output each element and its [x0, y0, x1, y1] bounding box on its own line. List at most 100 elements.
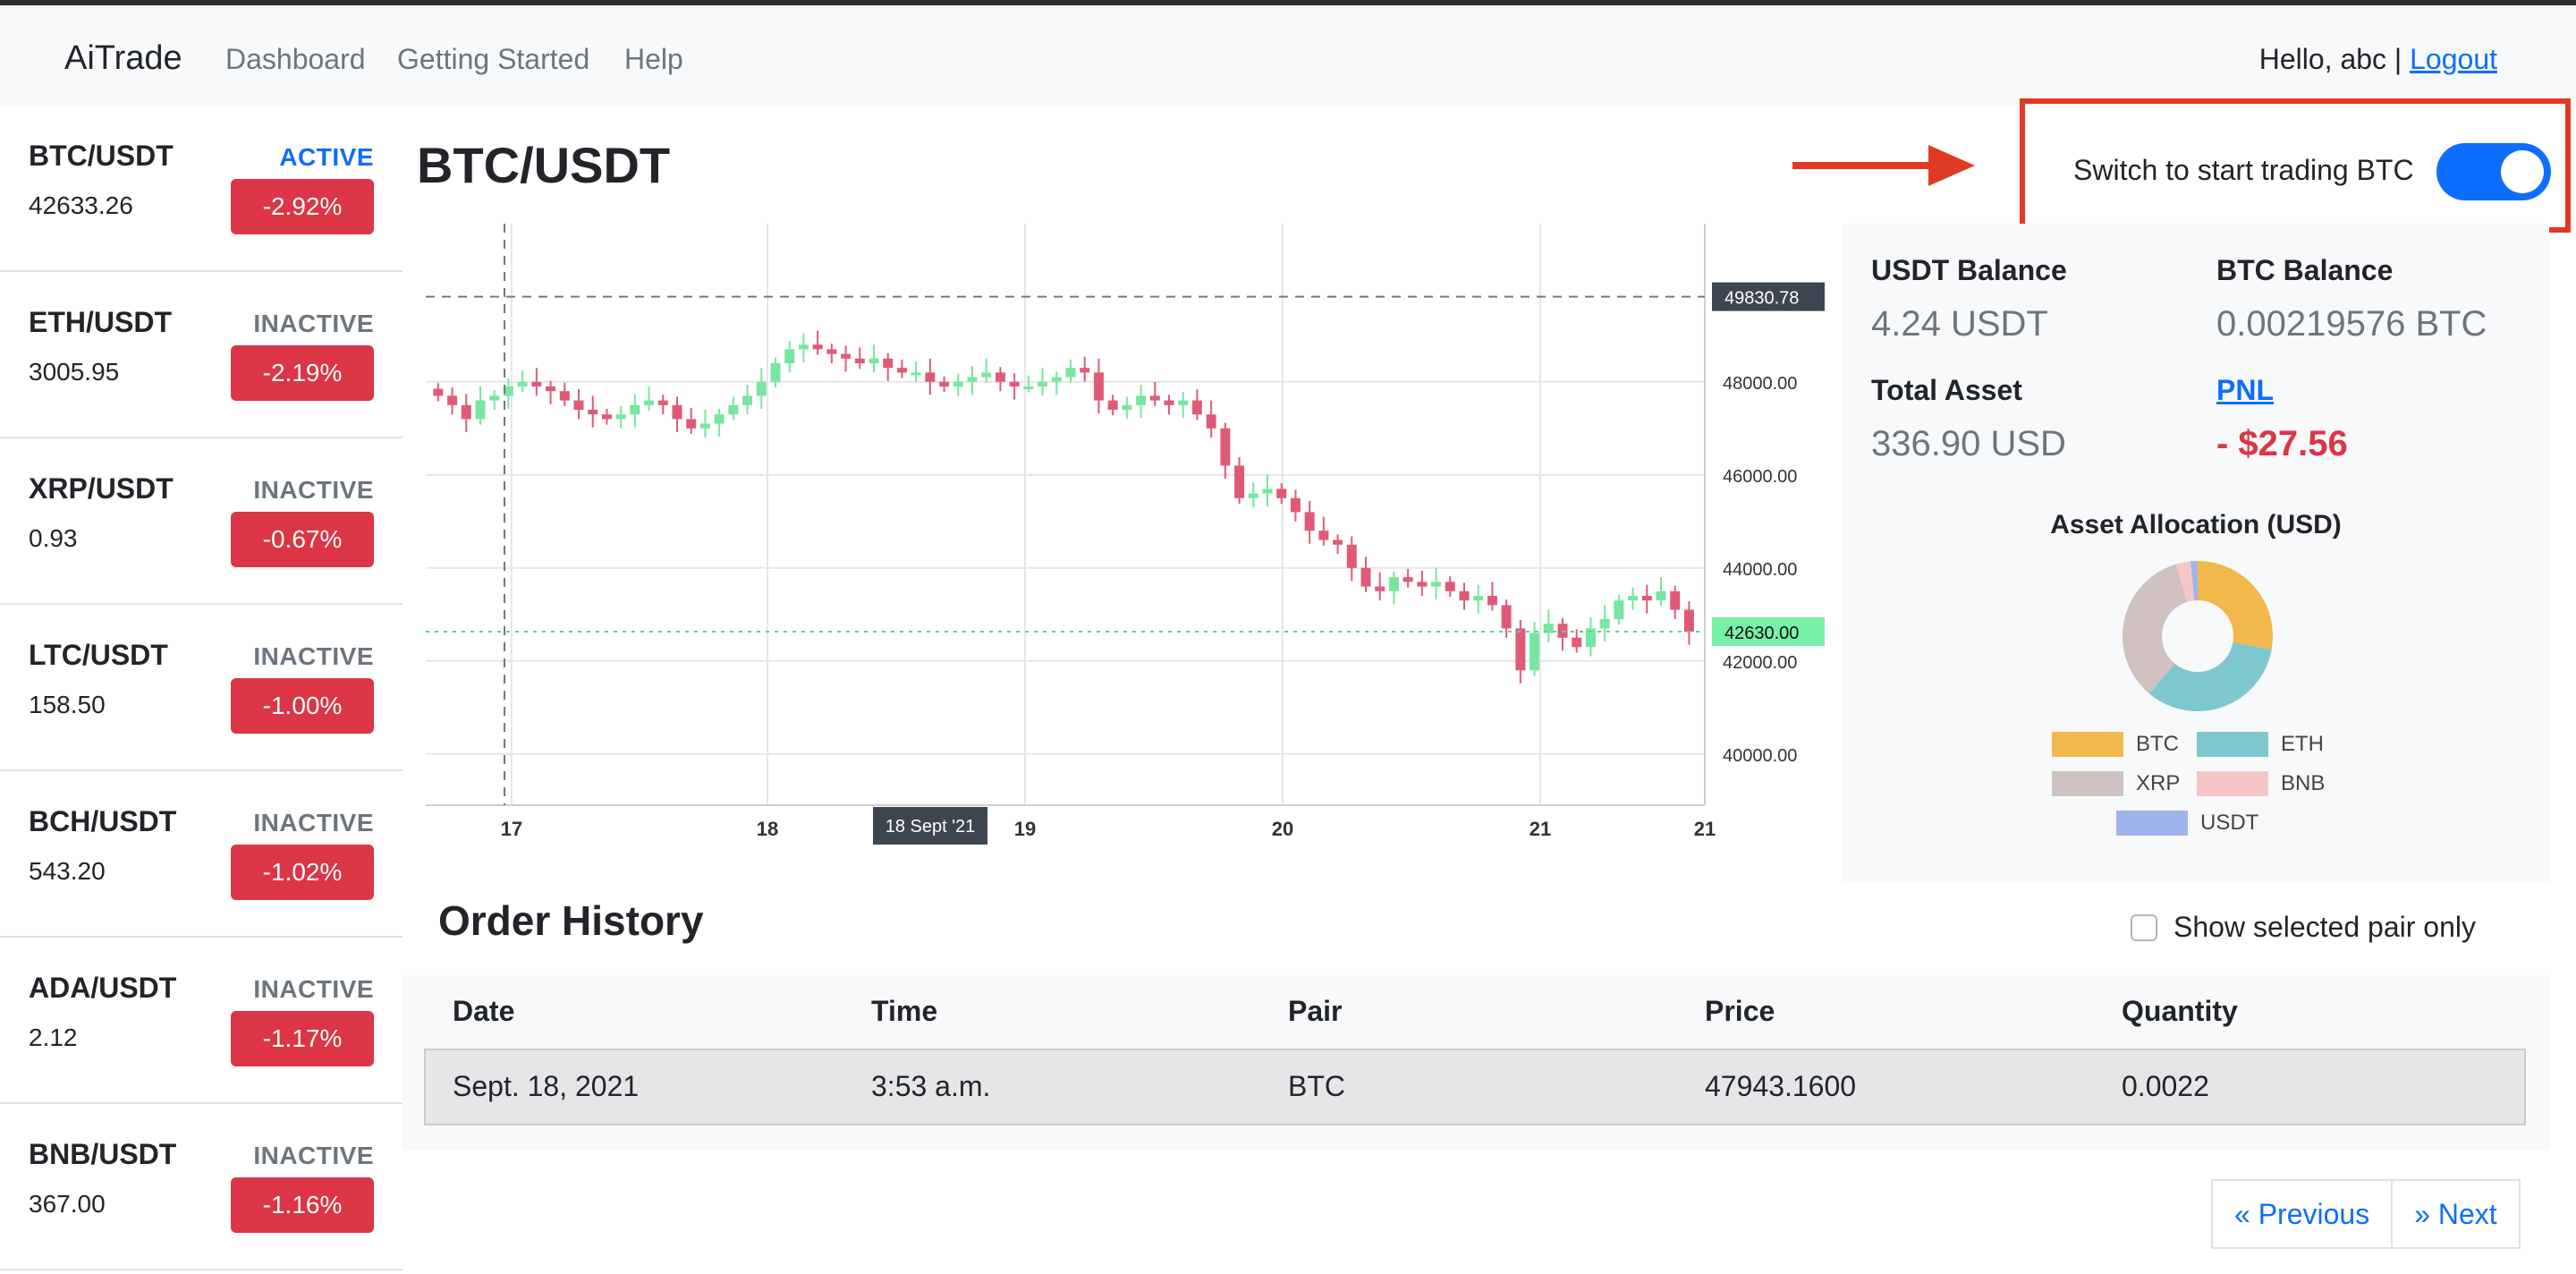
pair-change-badge: -0.67% [231, 512, 374, 567]
candle-body [1375, 586, 1385, 591]
candle-body [1459, 590, 1470, 601]
pair-price: 0.93 [29, 524, 78, 552]
cell-time: 3:53 a.m. [871, 1070, 991, 1102]
selected-pair-filter[interactable]: Show selected pair only [2131, 911, 2476, 944]
trading-switch-callout: Switch to start trading BTC [2020, 98, 2571, 233]
crosshair-price-label: 49830.78 [1724, 289, 1799, 309]
pair-item-btc[interactable]: BTC/USDT ACTIVE 42633.26 -2.92% [0, 106, 402, 272]
pair-item-ltc[interactable]: LTC/USDT INACTIVE 158.50 -1.00% [0, 605, 402, 771]
candle-body [798, 344, 809, 350]
legend-item-usdt[interactable]: USDT [2116, 811, 2258, 836]
pair-price: 2.12 [29, 1023, 78, 1051]
candle-body [1149, 395, 1160, 401]
previous-page-button[interactable]: « Previous [2211, 1179, 2394, 1249]
selected-pair-checkbox[interactable] [2131, 913, 2157, 941]
page-title: BTC/USDT [417, 137, 671, 193]
trading-toggle-switch[interactable] [2436, 143, 2551, 200]
candle-body [1599, 619, 1610, 629]
candle-body [1501, 605, 1512, 629]
nav-link-help[interactable]: Help [624, 43, 683, 75]
donut-slice-eth[interactable] [2149, 641, 2272, 711]
window-top-edge [0, 0, 2576, 5]
pair-item-bnb[interactable]: BNB/USDT INACTIVE 367.00 -1.16% [0, 1104, 402, 1270]
column-header-quantity[interactable]: Quantity [2122, 995, 2238, 1027]
asset-allocation-donut[interactable] [2122, 560, 2274, 712]
pair-name: ETH/USDT [29, 306, 172, 338]
balance-panel: USDT Balance 4.24 USDT BTC Balance 0.002… [1843, 224, 2549, 882]
trading-switch-label: Switch to start trading BTC [2073, 154, 2414, 186]
nav-link-dashboard[interactable]: Dashboard [225, 43, 366, 75]
order-history-table: Date Time Pair Price Quantity Sept. 18, … [402, 975, 2549, 1151]
logout-link[interactable]: Logout [2410, 43, 2497, 75]
candle-body [742, 395, 753, 405]
pair-name: BNB/USDT [29, 1138, 177, 1170]
candle-body [1191, 400, 1202, 415]
arrow-right-icon [1792, 145, 1975, 186]
candle-body [1360, 567, 1371, 587]
pair-name: XRP/USDT [29, 472, 174, 505]
nav-link-getting-started[interactable]: Getting Started [397, 43, 590, 75]
donut-slice-bnb[interactable] [2175, 561, 2195, 602]
pnl-link[interactable]: PNL [2216, 374, 2274, 406]
candle-body [1656, 590, 1666, 601]
pair-name: BTC/USDT [29, 140, 174, 172]
donut-slice-xrp[interactable] [2123, 564, 2189, 694]
column-header-price[interactable]: Price [1705, 995, 1775, 1027]
pair-status: INACTIVE [253, 1142, 374, 1169]
pair-name: BCH/USDT [29, 805, 177, 837]
candle-body [1262, 488, 1273, 494]
pair-item-bch[interactable]: BCH/USDT INACTIVE 543.20 -1.02% [0, 771, 402, 938]
candle-body [1122, 404, 1132, 410]
candle-body [1543, 624, 1554, 633]
candle-body [461, 404, 471, 420]
pair-price: 158.50 [29, 691, 106, 718]
column-header-date[interactable]: Date [453, 995, 515, 1027]
x-tick-label: 21 [1530, 818, 1551, 840]
next-page-button[interactable]: » Next [2393, 1179, 2521, 1249]
candle-body [1318, 531, 1329, 540]
donut-slice-btc[interactable] [2196, 561, 2273, 650]
legend-item-xrp[interactable]: XRP [2052, 771, 2180, 796]
pair-price: 543.20 [29, 857, 106, 885]
crosshair-date-label-bg [873, 807, 987, 845]
pair-item-ada[interactable]: ADA/USDT INACTIVE 2.12 -1.17% [0, 938, 402, 1104]
legend-item-eth[interactable]: ETH [2197, 732, 2324, 757]
candle-body [1080, 368, 1090, 373]
legend-item-bnb[interactable]: BNB [2197, 771, 2325, 796]
pair-item-xrp[interactable]: XRP/USDT INACTIVE 0.93 -0.67% [0, 438, 402, 605]
brand-logo[interactable]: AiTrade [64, 39, 182, 77]
candle-body [826, 349, 837, 354]
candle-body [883, 358, 894, 369]
legend-swatch [2052, 771, 2123, 796]
legend-swatch [2052, 732, 2123, 757]
candle-body [1065, 368, 1076, 378]
candle-body [447, 395, 458, 405]
candle-body [517, 381, 528, 386]
pair-change-badge: -2.19% [231, 345, 374, 401]
candle-body [1614, 600, 1624, 619]
candle-body [1346, 544, 1357, 568]
greeting-text: Hello, abc | [2258, 43, 2402, 75]
column-header-time[interactable]: Time [871, 995, 938, 1027]
pair-item-eth[interactable]: ETH/USDT INACTIVE 3005.95 -2.19% [0, 272, 402, 438]
column-header-pair[interactable]: Pair [1288, 995, 1343, 1027]
legend-item-btc[interactable]: BTC [2052, 732, 2179, 757]
cell-price: 47943.1600 [1705, 1070, 1857, 1102]
candle-body [686, 419, 697, 429]
last-price-label: 42630.00 [1724, 624, 1799, 643]
candle-body [644, 400, 655, 405]
pair-price: 42633.26 [29, 191, 133, 219]
total-asset-label: Total Asset [1871, 374, 2022, 406]
candle-body [1431, 582, 1442, 587]
pair-status: INACTIVE [253, 975, 374, 1003]
x-tick-label: 17 [501, 818, 522, 840]
candle-body [784, 349, 795, 363]
candle-body [1445, 582, 1455, 591]
candle-body [1107, 400, 1118, 410]
table-row[interactable]: Sept. 18, 2021 3:53 a.m. BTC 47943.1600 … [424, 1049, 2526, 1125]
candlestick-chart[interactable]: 48000.00 46000.00 44000.00 42000.00 40000.00… [426, 224, 1826, 850]
x-tick-label: 19 [1014, 818, 1036, 840]
candle-body [1220, 428, 1231, 466]
pair-status: INACTIVE [253, 809, 374, 837]
legend-label: USDT [2200, 811, 2259, 835]
